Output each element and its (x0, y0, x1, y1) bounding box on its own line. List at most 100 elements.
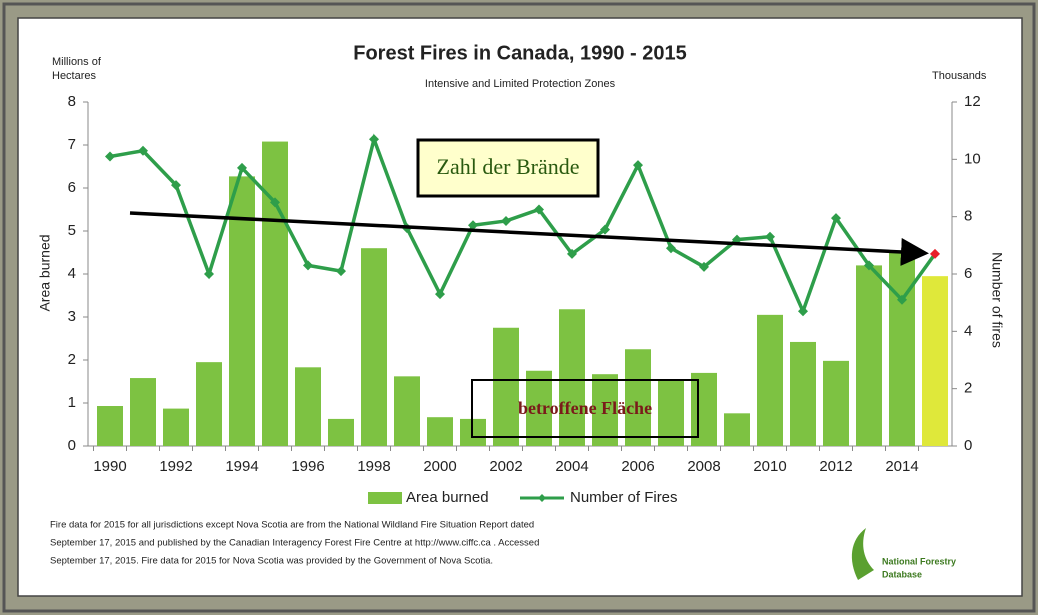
y-tick-label: 7 (68, 136, 76, 153)
bar (493, 327, 519, 446)
y-tick-label: 4 (68, 265, 76, 282)
y2-unit-label: Thousands (932, 70, 987, 82)
bar (130, 378, 156, 446)
x-tick-label: 1996 (291, 458, 324, 475)
marker (138, 145, 148, 156)
marker (369, 134, 379, 145)
marker (930, 248, 940, 259)
marker (666, 243, 676, 254)
annotation-box (416, 138, 600, 198)
x-tick-label: 2006 (621, 458, 654, 475)
marker (600, 224, 610, 235)
y2-tick-label: 6 (964, 265, 972, 282)
logo-icon (851, 528, 874, 580)
bar (592, 374, 618, 446)
chart-title: Forest Fires in Canada, 1990 - 2015 (353, 42, 687, 64)
y-tick-label: 6 (68, 179, 76, 196)
y2-tick-label: 4 (964, 322, 972, 339)
y2-tick-label: 2 (964, 380, 972, 397)
bar (559, 309, 585, 446)
logo-text: Database (882, 569, 922, 579)
x-tick-label: 1994 (225, 458, 258, 475)
line (109, 133, 937, 316)
x-tick-label: 2008 (687, 458, 720, 475)
bar (295, 367, 321, 446)
bar (526, 370, 552, 446)
annotation-box (471, 379, 699, 438)
marker (765, 231, 775, 242)
marker (501, 215, 511, 226)
bar (856, 265, 882, 446)
marker (435, 289, 445, 300)
x-tick-label: 1990 (93, 458, 126, 475)
bar (823, 360, 849, 446)
marker (864, 260, 874, 271)
annotation: Zahl der Brände (437, 154, 580, 179)
x-tick-label: 1998 (357, 458, 390, 475)
bar (262, 141, 288, 446)
x-tick-label: 2004 (555, 458, 588, 475)
bar (229, 176, 255, 446)
legend-label: Area burned (406, 489, 489, 506)
footnote: September 17, 2015 and published by the … (50, 538, 539, 549)
x-tick-label: 2014 (885, 458, 918, 475)
marker (798, 306, 808, 317)
bar (790, 341, 816, 446)
marker (303, 260, 313, 271)
y-tick-label: 3 (68, 308, 76, 325)
marker (534, 204, 544, 215)
marker (633, 160, 643, 171)
marker (567, 248, 577, 259)
bar (724, 413, 750, 446)
annotation: betroffene Fläche (518, 398, 652, 418)
bar (691, 372, 717, 446)
marker (105, 151, 115, 162)
y-unit-label: Millions of (52, 56, 102, 68)
marker (336, 266, 346, 277)
x-tick-label: 2002 (489, 458, 522, 475)
bar (361, 248, 387, 446)
y-tick-label: 5 (68, 222, 76, 239)
bar (163, 408, 189, 446)
y-tick-label: 8 (68, 93, 76, 110)
footnote: September 17, 2015. Fire data for 2015 f… (50, 556, 493, 567)
bar (922, 276, 948, 446)
footnote: Fire data for 2015 for all jurisdictions… (50, 520, 534, 531)
chart-panel (17, 17, 1023, 597)
y-tick-label: 1 (68, 394, 76, 411)
legend-label: Number of Fires (570, 489, 678, 506)
legend-swatch (538, 494, 546, 502)
logo-text: National Forestry (882, 556, 956, 566)
trend-arrow (129, 211, 929, 266)
y2-tick-label: 10 (964, 150, 981, 167)
bar (889, 250, 915, 446)
bar (427, 417, 453, 446)
y-unit-label: Hectares (52, 70, 97, 82)
bar (328, 418, 354, 446)
marker (171, 180, 181, 191)
y-axis-label: Area burned (37, 234, 53, 311)
marker (270, 197, 280, 208)
bar (658, 379, 684, 446)
x-tick-label: 1992 (159, 458, 192, 475)
bar (757, 314, 783, 446)
bar (394, 376, 420, 446)
bar (196, 362, 222, 446)
bar (625, 349, 651, 446)
marker (204, 269, 214, 279)
marker (237, 162, 247, 173)
bar (97, 406, 123, 446)
y2-tick-label: 8 (964, 208, 972, 225)
y-tick-label: 2 (68, 351, 76, 368)
y-tick-label: 0 (68, 437, 76, 454)
y2-axis-label: Number of fires (989, 252, 1005, 348)
chart-subtitle: Intensive and Limited Protection Zones (425, 78, 616, 90)
marker (831, 213, 841, 224)
marker (699, 261, 709, 272)
marker (468, 220, 478, 231)
x-tick-label: 2000 (423, 458, 456, 475)
x-tick-label: 2010 (753, 458, 786, 475)
